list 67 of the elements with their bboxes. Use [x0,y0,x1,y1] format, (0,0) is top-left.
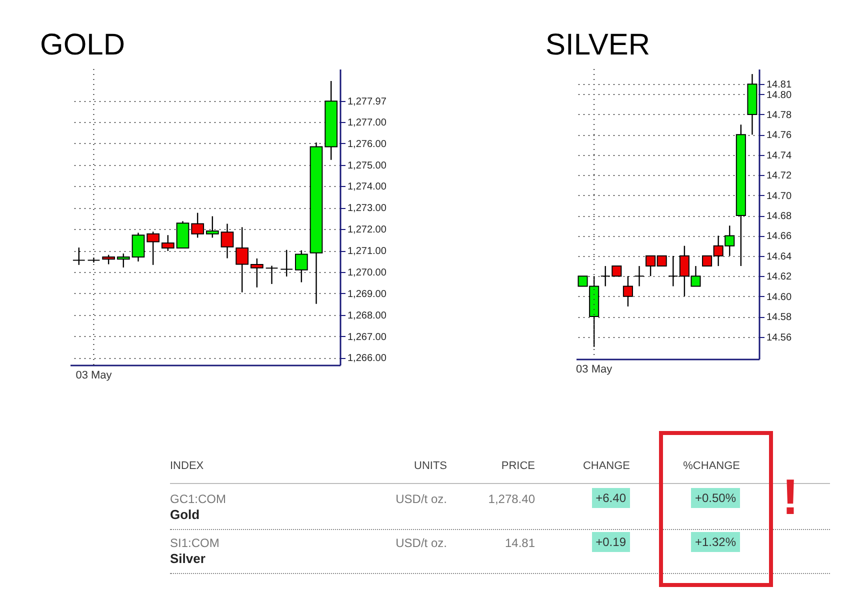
candlestick [102,254,116,265]
text: +1.32% [690,532,740,552]
candlestick [191,212,204,238]
y-tick-label: 14.68 [766,211,792,222]
text: USD/t oz. [396,536,447,550]
y-tick-label: 14.66 [766,231,792,242]
y-tick-label: 1,266.00 [348,353,387,364]
candlestick [250,258,264,288]
y-tick-label: 1,275.00 [348,160,387,172]
chart-title: SILVER [546,28,650,62]
candlestick [668,255,678,287]
text: CHANGE [582,460,630,472]
text: GC1:COM [170,492,226,506]
text: Gold [170,507,200,522]
y-tick-label: 1,277.00 [348,117,387,128]
candlestick [265,265,278,285]
candlestick [220,223,234,259]
y-tick-label: 14.81 [766,80,792,91]
text: UNITS [414,460,447,472]
y-tick-label: 1,274.00 [348,182,387,193]
y-tick-label: 1,277.97 [348,96,387,108]
text: Silver [170,551,206,566]
x-tick-label: 03 May [576,364,613,376]
y-tick-label: 14.56 [766,332,792,344]
candlestick [87,257,100,264]
text: PRICE [501,460,535,472]
y-tick-label: 1,268.00 [348,310,387,322]
y-tick-label: 1,270.00 [348,267,387,278]
candlestick [132,232,145,262]
y-tick-label: 14.58 [766,312,792,324]
x-tick-label: 03 May [76,370,112,382]
candlestick [161,234,174,252]
candlestick [622,276,633,308]
text: %CHANGE [683,460,740,472]
candlestick [116,252,130,268]
y-tick-label: 1,273.00 [348,203,387,214]
candlestick [72,246,86,266]
y-tick-label: 14.60 [766,292,792,303]
y-tick-label: 1,271.00 [348,246,387,258]
y-tick-label: 1,272.00 [348,224,387,236]
y-tick-label: 1,276.00 [348,138,387,150]
y-tick-label: 14.74 [766,150,792,162]
text: USD/t oz. [396,492,447,506]
text: +6.40 [592,488,630,508]
candlestick [236,226,249,293]
text: 14.81 [504,536,535,550]
candlestick [146,231,160,266]
y-tick-label: 14.80 [766,90,792,101]
text: +0.50% [690,488,740,508]
chart-title: GOLD [40,28,126,62]
candlestick [634,265,644,287]
candlestick [206,216,219,238]
text: 1,278.40 [488,492,535,506]
y-tick-label: 14.70 [766,190,792,202]
candlestick [280,249,294,278]
text: ! [782,468,799,526]
y-tick-label: 14.76 [766,130,792,142]
candlestick [294,250,308,283]
y-tick-label: 14.62 [766,272,792,283]
y-tick-label: 1,269.00 [348,288,387,300]
y-tick-label: 1,267.00 [348,332,387,343]
y-tick-label: 14.64 [766,251,792,262]
y-tick-label: 14.72 [766,170,792,182]
text: +0.19 [592,532,630,552]
text: SI1:COM [170,536,220,550]
y-tick-label: 14.78 [766,110,792,121]
text: INDEX [170,460,204,472]
